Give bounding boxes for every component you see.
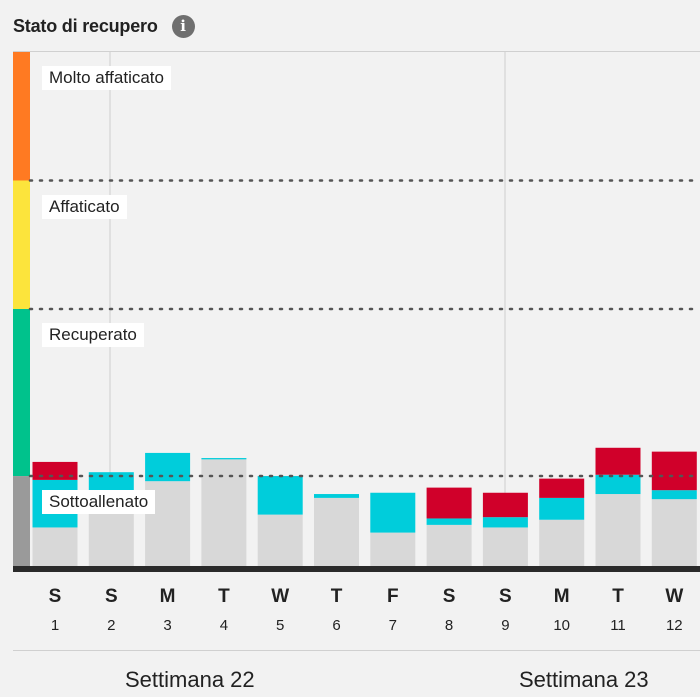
day-tick: W 12 [649,586,699,634]
zone-color-bar [13,309,30,477]
bar-segment [201,459,247,566]
day-number: 10 [553,617,571,634]
chart-baseline [13,566,700,572]
bar-segment [651,451,697,491]
day-number: 2 [107,617,116,634]
day-number: 4 [219,617,229,634]
zone-color-bar [13,52,30,181]
zone-label: Recuperato [42,323,144,347]
bar-segment [426,518,472,525]
day-tick: M 10 [537,586,587,634]
bar-segment [482,517,528,528]
day-letter: S [499,586,512,607]
bar-segment [482,527,528,566]
bar-segment [257,476,303,515]
chart-header: Stato di recupero i [13,12,195,40]
bar-segment [539,497,585,520]
bar-segment [370,492,416,533]
bar-segment [257,514,303,566]
day-letter: M [553,586,570,607]
bar-segment [314,494,359,498]
week-label: Settimana 22 [125,667,255,692]
bar-segment [539,519,585,566]
day-letter: M [159,586,176,607]
bar-segment [32,527,78,566]
zone-label: Sottoallenato [42,490,156,515]
day-letter: S [104,586,118,607]
week-label: Settimana 23 [519,667,649,692]
bar-segment [426,487,472,519]
day-number: 5 [276,617,285,634]
day-number: 12 [665,617,683,634]
day-letter: W [665,586,684,607]
zone-label: Affaticato [42,194,127,219]
day-number: 6 [332,617,341,634]
zone-color-bar [13,476,30,566]
bar-segment [201,458,247,460]
chart-title: Stato di recupero [13,15,158,36]
bar-segment [482,492,528,518]
bar-segment [370,532,416,566]
bar-segment [651,490,697,500]
bar-segment [32,461,78,480]
bar-segment [651,499,697,566]
bar-segment [595,474,641,495]
day-letter: W [271,586,290,607]
bar-segment [595,494,641,566]
header-divider [13,51,700,52]
day-number: 1 [50,617,60,634]
bar-segment [314,497,359,566]
footer-divider [13,650,700,651]
zone-label: Molto affaticato [42,66,171,90]
info-icon[interactable]: i [171,14,195,38]
day-number: 7 [388,617,397,634]
bar-segment [595,447,641,475]
day-letter: S [48,586,62,607]
day-number: 9 [501,617,510,634]
zone-color-bar [13,180,30,309]
day-letter: T [218,586,230,607]
day-letter: T [330,586,343,607]
bar-segment [88,472,134,493]
day-letter: T [612,586,624,607]
day-number: 11 [610,617,626,634]
day-number: 8 [444,617,454,634]
day-letter: F [386,586,399,607]
day-letter: S [442,586,456,607]
recovery-chart [13,52,700,572]
day-number: 3 [163,617,172,634]
bar-segment [539,478,585,498]
day-tick: T 11 [593,586,643,634]
bar-segment [426,524,472,566]
